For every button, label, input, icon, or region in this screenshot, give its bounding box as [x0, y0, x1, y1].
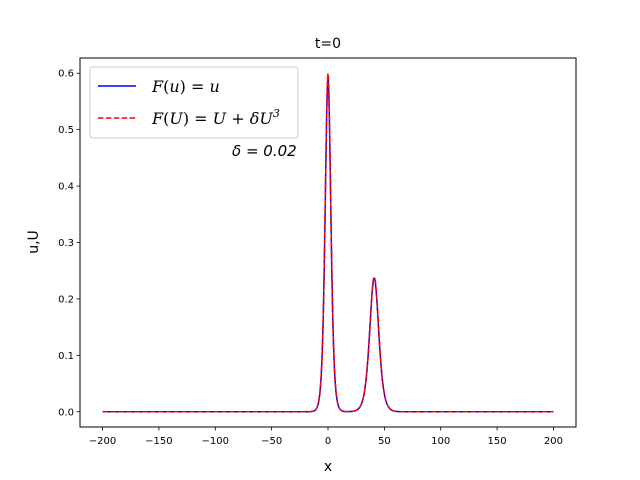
x-axis-label: x — [324, 459, 332, 475]
y-tick-label: 0.5 — [58, 125, 74, 136]
y-tick-label: 0.0 — [58, 407, 74, 418]
x-tick-label: 100 — [431, 436, 450, 447]
legend-entry-2: F(U) = U + δU3 — [151, 107, 280, 128]
y-tick-label: 0.3 — [58, 238, 74, 249]
y-tick-label: 0.1 — [58, 351, 74, 362]
legend: F(u) = u F(U) = U + δU3 — [89, 66, 299, 139]
x-axis: −200 −150 −100 −50 0 50 100 150 200 — [89, 427, 563, 447]
series-layer — [102, 72, 554, 413]
x-tick-label: 150 — [488, 436, 507, 447]
delta-annotation: δ = 0.02 — [232, 142, 297, 160]
series-line-2 — [102, 72, 554, 413]
x-tick-label: −100 — [202, 436, 229, 447]
chart-title: t=0 — [315, 36, 341, 52]
y-tick-label: 0.2 — [58, 294, 74, 305]
legend-entry-1: F(u) = u — [151, 77, 220, 96]
x-tick-label: −50 — [261, 436, 282, 447]
x-tick-label: 0 — [325, 436, 331, 447]
x-tick-label: 50 — [378, 436, 391, 447]
x-tick-label: −200 — [89, 436, 116, 447]
y-axis: 0.0 0.1 0.2 0.3 0.4 0.5 0.6 — [58, 69, 80, 418]
y-tick-label: 0.4 — [58, 182, 74, 193]
y-tick-label: 0.6 — [58, 69, 74, 80]
x-tick-label: 200 — [544, 436, 563, 447]
y-axis-label: u,U — [26, 230, 42, 254]
legend-box — [89, 66, 299, 139]
x-tick-label: −150 — [145, 436, 172, 447]
